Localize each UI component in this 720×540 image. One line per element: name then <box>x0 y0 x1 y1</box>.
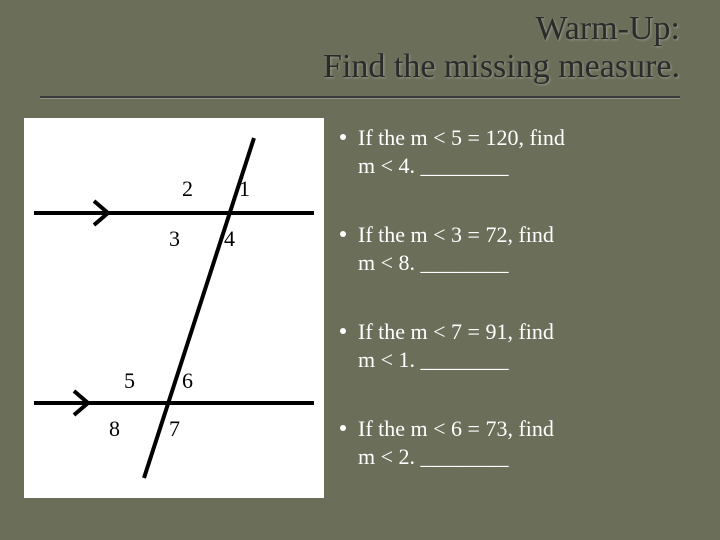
bullet-text-b: m < 1. ________ <box>358 347 509 372</box>
diagram-svg: 2 1 3 4 5 6 8 7 <box>24 118 324 498</box>
bullet-text-a: If the m < 3 = 72, find <box>358 222 554 247</box>
bullet-item: If the m < 7 = 91, find m < 1. ________ <box>340 318 690 373</box>
label-6: 6 <box>182 368 193 393</box>
bullet-text-a: If the m < 7 = 91, find <box>358 319 554 344</box>
title-block: Warm-Up: Find the missing measure. <box>0 0 720 92</box>
label-1: 1 <box>239 176 250 201</box>
bullet-item: If the m < 6 = 73, find m < 2. ________ <box>340 415 690 470</box>
bullet-text-b: m < 4. ________ <box>358 153 509 178</box>
label-4: 4 <box>224 226 235 251</box>
label-2: 2 <box>182 176 193 201</box>
label-7: 7 <box>169 416 180 441</box>
bullet-text-b: m < 2. ________ <box>358 444 509 469</box>
bullet-text-a: If the m < 6 = 73, find <box>358 416 554 441</box>
bullet-item: If the m < 5 = 120, find m < 4. ________ <box>340 124 690 179</box>
bullet-item: If the m < 3 = 72, find m < 8. ________ <box>340 221 690 276</box>
title-line-2: Find the missing measure. <box>40 48 680 86</box>
label-8: 8 <box>109 416 120 441</box>
bullet-text-b: m < 8. ________ <box>358 250 509 275</box>
content-area: 2 1 3 4 5 6 8 7 If the m < 5 = 120, find… <box>0 98 720 512</box>
diagram: 2 1 3 4 5 6 8 7 <box>24 118 324 498</box>
title-line-1: Warm-Up: <box>40 10 680 48</box>
slide: Warm-Up: Find the missing measure. 2 1 3… <box>0 0 720 540</box>
bullet-text-a: If the m < 5 = 120, find <box>358 125 565 150</box>
bullet-list: If the m < 5 = 120, find m < 4. ________… <box>340 118 690 512</box>
label-3: 3 <box>169 226 180 251</box>
transversal-line <box>144 138 254 478</box>
label-5: 5 <box>124 368 135 393</box>
